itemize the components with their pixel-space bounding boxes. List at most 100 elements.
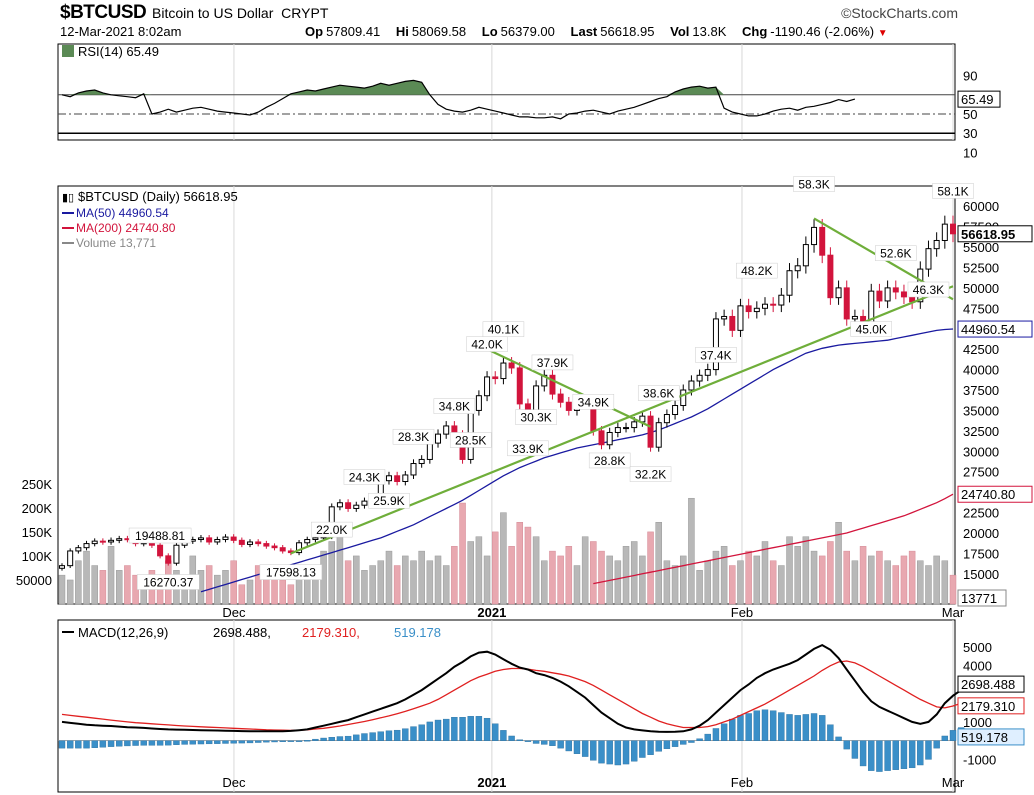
volume-bar bbox=[933, 555, 940, 605]
annotation-box bbox=[482, 321, 525, 337]
macd-histogram-bar bbox=[925, 740, 932, 760]
rsi-legend-swatch bbox=[62, 45, 74, 57]
price-tick-label: 30000 bbox=[963, 444, 999, 459]
stockcharts-logo[interactable]: ©StockCharts.com bbox=[841, 5, 958, 21]
macd-histogram-bar bbox=[58, 740, 66, 749]
macd-histogram-bar bbox=[524, 740, 532, 742]
ma50-price-tag: 44960.54 bbox=[961, 322, 1015, 337]
macd-histogram-bar bbox=[91, 740, 98, 748]
macd-histogram-bar bbox=[859, 740, 867, 767]
macd-histogram-bar bbox=[107, 740, 115, 747]
volume-bar bbox=[802, 536, 810, 605]
price-annotation: 37.4K bbox=[700, 348, 731, 362]
volume-bar bbox=[810, 550, 818, 605]
macd-histogram-bar bbox=[336, 736, 344, 741]
price-annotation: 16270.37 bbox=[143, 576, 193, 590]
macd-histogram-bar bbox=[132, 740, 139, 746]
volume-bar bbox=[573, 565, 581, 605]
macd-histogram-bar bbox=[312, 738, 319, 741]
x-axis-label: 2021 bbox=[477, 605, 506, 620]
macd-histogram-bar bbox=[549, 740, 556, 746]
macd-histogram-bar bbox=[410, 726, 417, 741]
macd-histogram-bar bbox=[148, 740, 156, 746]
volume-bar bbox=[426, 560, 434, 605]
volume-bar bbox=[876, 550, 883, 605]
volume-bar bbox=[451, 546, 458, 605]
candle-up bbox=[606, 431, 613, 446]
annotation-box bbox=[515, 409, 557, 425]
macd-histogram-bar bbox=[541, 740, 548, 745]
macd-histogram-bar bbox=[222, 740, 229, 744]
price-tick-label: 17500 bbox=[963, 546, 999, 561]
trendline bbox=[290, 285, 954, 555]
volume-bar bbox=[778, 565, 785, 605]
candle-up bbox=[385, 475, 392, 482]
macd-histogram-bar bbox=[500, 730, 507, 741]
candle-up bbox=[484, 376, 491, 397]
volume-bar bbox=[720, 546, 728, 605]
volume-bar bbox=[704, 560, 712, 605]
annotation-box bbox=[259, 564, 323, 580]
macd-histogram-bar bbox=[786, 714, 793, 741]
price-annotation: 28.5K bbox=[455, 433, 486, 447]
candle-down bbox=[827, 254, 834, 299]
last-value: 56618.95 bbox=[600, 24, 655, 39]
candle-up bbox=[426, 442, 433, 460]
volume-bar bbox=[712, 550, 720, 605]
macd-histogram-bar bbox=[83, 740, 90, 749]
open-value: 57809.41 bbox=[326, 24, 381, 39]
macd-histogram-bar bbox=[75, 740, 82, 749]
macd-histogram-bar bbox=[622, 740, 630, 765]
macd-histogram-bar bbox=[467, 716, 474, 741]
ohlc-readout: Op 57809.41 Hi 58069.58 Lo 56379.00 Last 566… bbox=[305, 24, 888, 39]
volume-bar bbox=[941, 560, 949, 605]
candle-up bbox=[247, 541, 254, 545]
price-annotation: 33.9K bbox=[512, 442, 543, 456]
rsi-tick-label: 30 bbox=[963, 126, 977, 141]
price-legend-item: MA(200) 24740.80 bbox=[76, 221, 176, 235]
x-axis-label: Mar bbox=[942, 605, 965, 620]
annotation-box bbox=[875, 245, 917, 261]
macd-signal-line bbox=[61, 660, 970, 732]
volume-bar bbox=[385, 550, 393, 605]
candle-down bbox=[230, 536, 237, 541]
price-legend-item: MA(50) 44960.54 bbox=[76, 206, 169, 220]
macd-histogram-bar bbox=[802, 714, 810, 741]
rsi-tick-label: 10 bbox=[963, 145, 977, 160]
macd-tag-box bbox=[957, 697, 1025, 715]
rsi-overbought-fill bbox=[62, 80, 855, 95]
candle-up bbox=[712, 318, 719, 371]
chg-label: Chg bbox=[742, 24, 768, 39]
volume-bar bbox=[58, 574, 66, 605]
volume-bar bbox=[410, 560, 417, 605]
volume-bar bbox=[786, 536, 793, 605]
macd-histogram-bar bbox=[459, 717, 466, 741]
candle-up bbox=[786, 270, 793, 296]
symbol-title[interactable]: $BTCUSD bbox=[60, 2, 147, 23]
candle-down bbox=[557, 393, 564, 403]
volume-bar bbox=[418, 550, 425, 605]
price-tick-label: 42500 bbox=[963, 342, 999, 357]
volume-bar bbox=[336, 536, 344, 605]
vol-value: 13.8K bbox=[692, 24, 727, 39]
price-tick-label: 15000 bbox=[963, 567, 999, 582]
price-annotation: 30.3K bbox=[520, 411, 551, 425]
volume-bar bbox=[75, 560, 82, 605]
macd-value-tag: 519.178 bbox=[961, 730, 1008, 745]
candle-up bbox=[91, 540, 98, 545]
candle-down bbox=[892, 287, 899, 293]
volume-bar bbox=[696, 570, 703, 605]
annotation-box bbox=[932, 183, 974, 199]
annotation-box bbox=[392, 428, 435, 445]
volume-bar bbox=[66, 579, 74, 605]
macd-legend-hist: 519.178 bbox=[394, 625, 441, 640]
macd-histogram-bar bbox=[516, 739, 523, 741]
macd-histogram-bar bbox=[647, 740, 654, 755]
candle-down bbox=[508, 362, 515, 369]
volume-tick-label: 100K bbox=[22, 549, 53, 564]
volume-bar bbox=[647, 531, 654, 605]
volume-bar bbox=[205, 565, 213, 605]
candle-down bbox=[263, 543, 270, 547]
volume-bar bbox=[377, 560, 385, 605]
